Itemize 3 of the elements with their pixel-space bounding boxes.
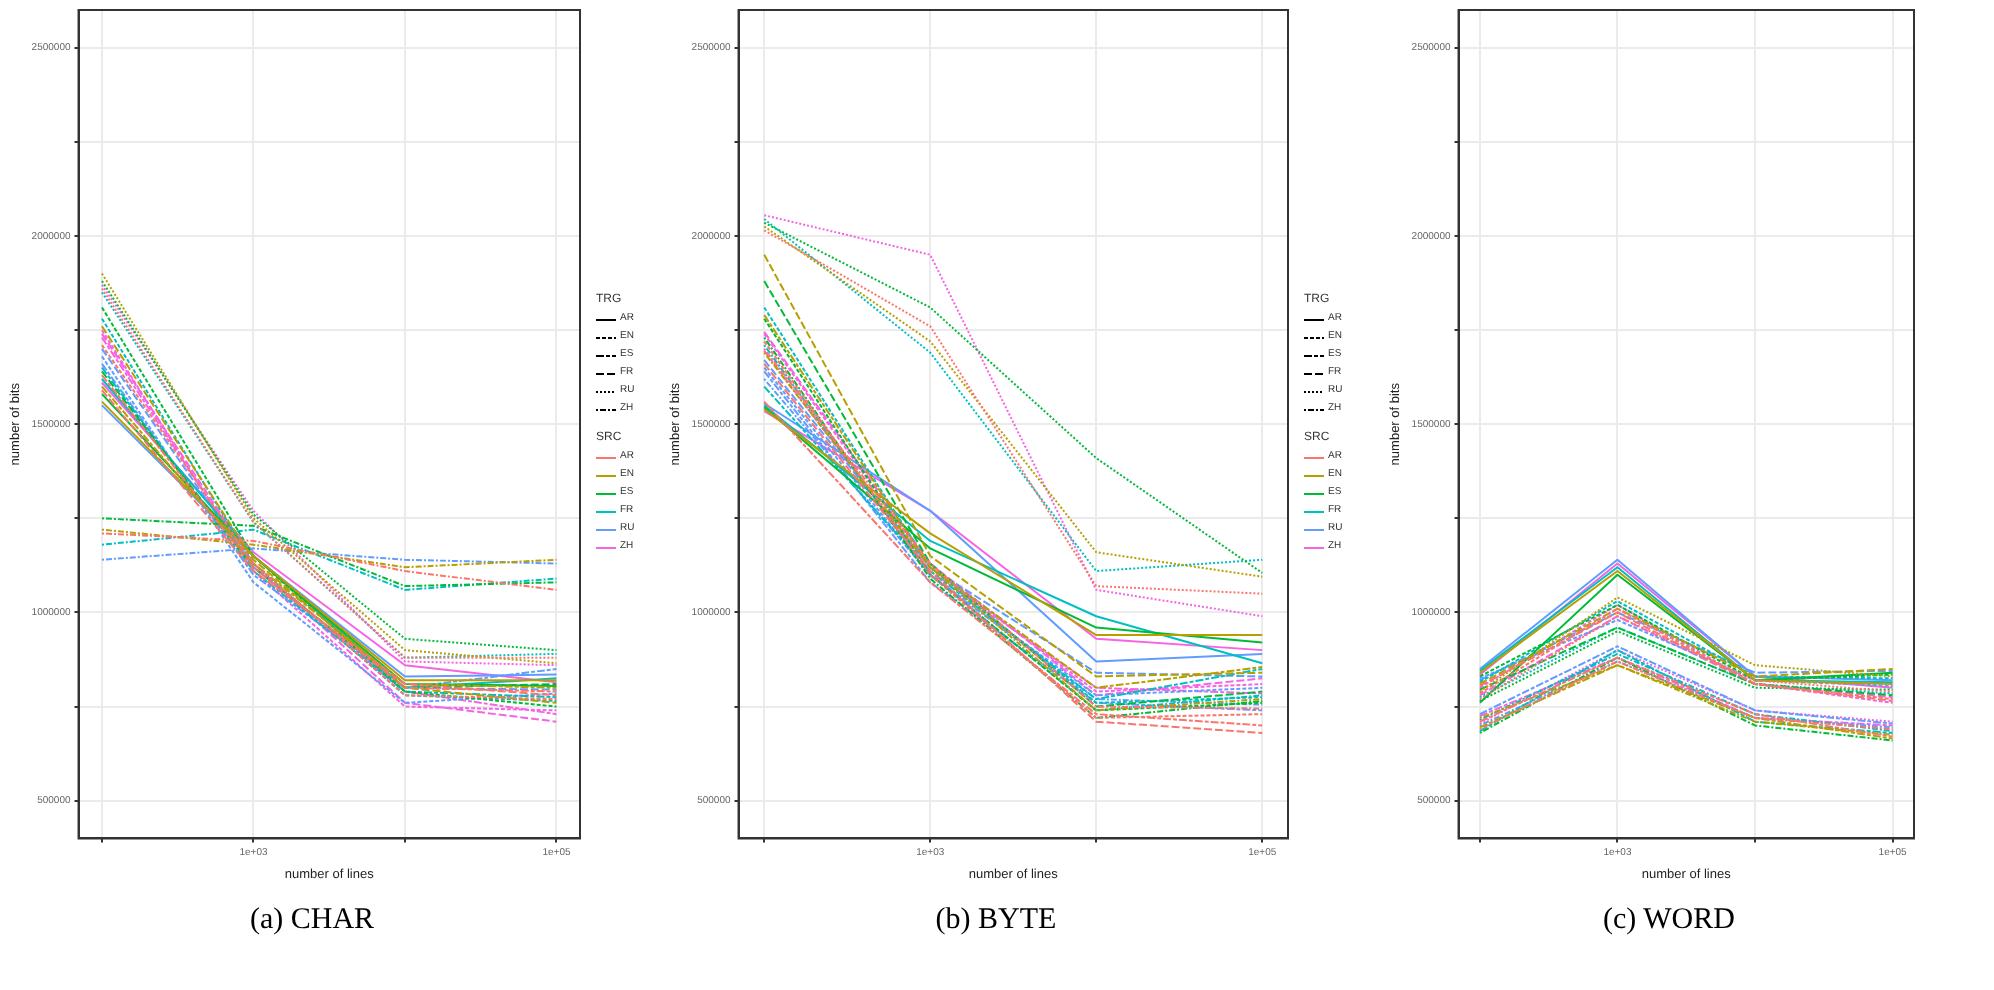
text: (a) CHAR (247, 904, 377, 938)
text: (b) BYTE (933, 904, 1059, 938)
text: (c) WORD (1601, 904, 1737, 938)
